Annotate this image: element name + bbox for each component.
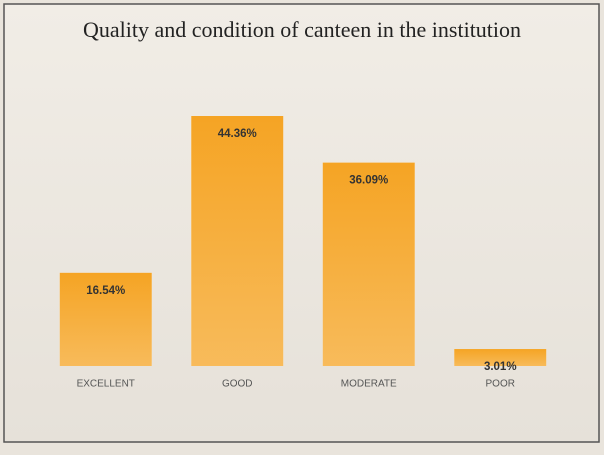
value-label: 3.01% [484,361,517,373]
value-label: 16.54% [86,285,125,297]
bar [191,116,284,366]
chart-title: Quality and condition of canteen in the … [83,17,521,42]
chart-frame [3,3,600,443]
value-label: 36.09% [349,175,388,187]
x-tick-label: EXCELLENT [77,379,135,390]
bar [454,349,547,366]
bar [59,272,152,366]
bar [322,162,415,366]
value-label: 44.36% [218,128,257,140]
x-tick-label: MODERATE [341,379,397,390]
x-tick-label: GOOD [222,379,253,390]
x-tick-label: POOR [486,379,515,390]
